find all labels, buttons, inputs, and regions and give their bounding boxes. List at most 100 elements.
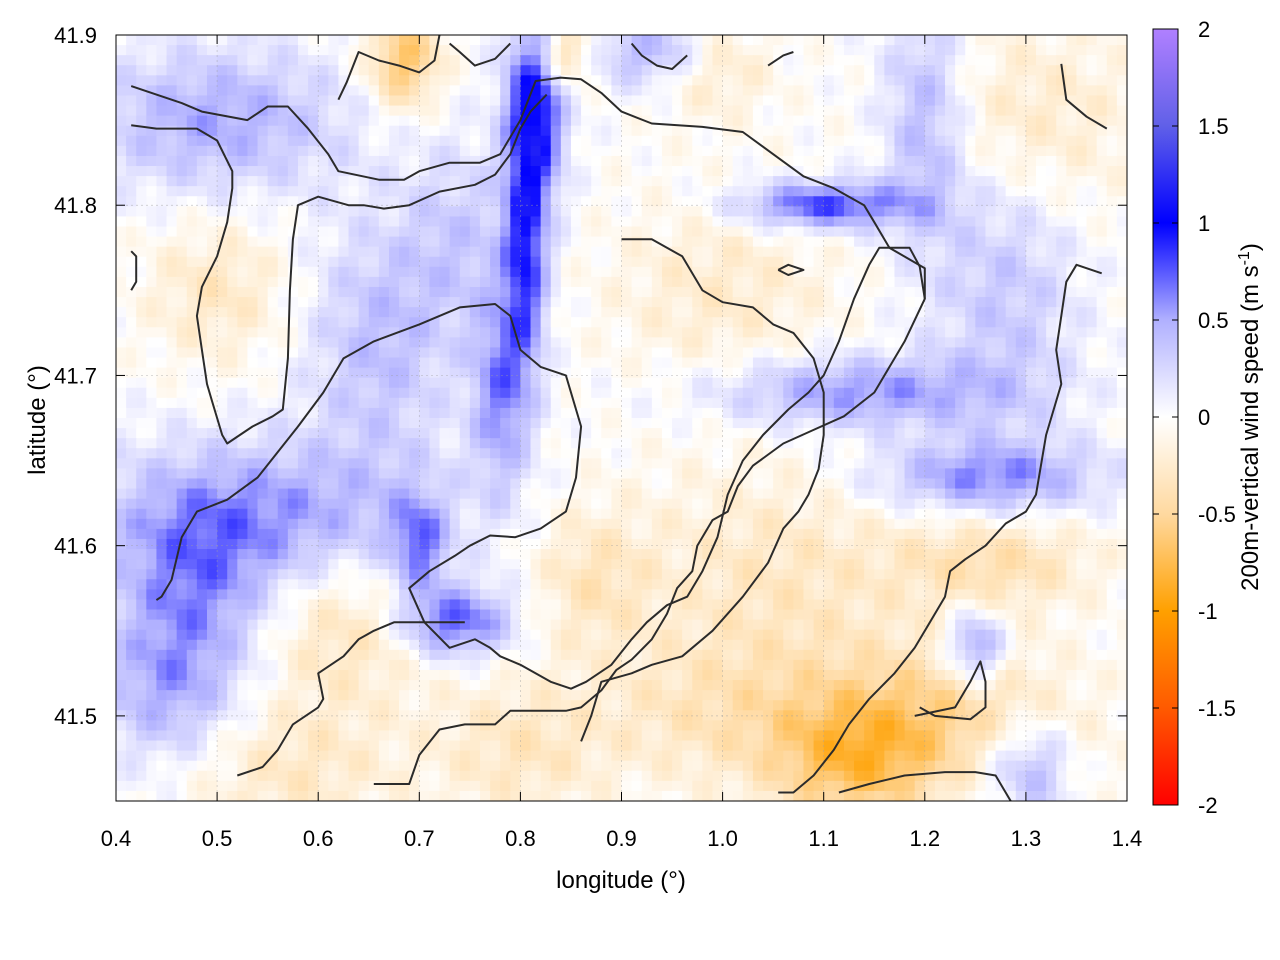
heatmap-cell — [419, 468, 431, 480]
heatmap-cell — [742, 266, 754, 278]
heatmap-cell — [1076, 367, 1088, 379]
heatmap-cell — [318, 95, 329, 107]
heatmap-cell — [1005, 297, 1017, 308]
heatmap-cell — [651, 216, 663, 228]
heatmap-cell — [1015, 256, 1027, 268]
heatmap-cell — [388, 327, 400, 338]
heatmap-cell — [945, 196, 956, 207]
heatmap-cell — [500, 498, 511, 510]
heatmap-cell — [500, 407, 511, 419]
heatmap-cell — [995, 347, 1007, 359]
heatmap-cell — [975, 508, 987, 520]
heatmap-cell — [136, 387, 147, 399]
heatmap-cell — [116, 55, 127, 66]
heatmap-cell — [732, 377, 744, 389]
heatmap-cell — [995, 488, 1007, 500]
heatmap-cell — [328, 407, 340, 419]
heatmap-cell — [227, 35, 238, 46]
heatmap-cell — [399, 246, 410, 258]
heatmap-cell — [560, 387, 572, 399]
heatmap-cell — [530, 216, 542, 228]
heatmap-cell — [1025, 75, 1037, 86]
heatmap-cell — [1036, 105, 1047, 117]
heatmap-cell — [1056, 226, 1067, 238]
heatmap-cell — [965, 256, 976, 268]
heatmap-cell — [914, 297, 926, 308]
heatmap-cell — [783, 286, 794, 298]
heatmap-cell — [459, 125, 471, 137]
heatmap-cell — [166, 286, 178, 298]
heatmap-cell — [854, 186, 865, 197]
heatmap-cell — [490, 407, 501, 419]
heatmap-cell — [116, 135, 127, 147]
heatmap-cell — [1086, 145, 1098, 157]
heatmap-cell — [176, 105, 188, 117]
heatmap-cell — [469, 286, 481, 298]
heatmap-cell — [378, 498, 390, 510]
heatmap-cell — [338, 458, 350, 469]
heatmap-cell — [419, 85, 431, 97]
heatmap-cell — [267, 418, 279, 429]
heatmap-cell — [601, 276, 612, 288]
heatmap-cell — [388, 528, 400, 540]
heatmap-cell — [661, 246, 673, 258]
heatmap-cell — [570, 498, 582, 510]
heatmap-cell — [308, 307, 319, 318]
heatmap-cell — [247, 166, 259, 177]
heatmap-cell — [975, 226, 987, 238]
heatmap-cell — [449, 327, 461, 338]
heatmap-cell — [1015, 75, 1027, 86]
heatmap-cell — [813, 226, 825, 238]
heatmap-cell — [348, 75, 360, 86]
heatmap-cell — [388, 407, 400, 419]
heatmap-cell — [601, 176, 612, 187]
heatmap-cell — [1025, 458, 1037, 469]
heatmap-cell — [752, 297, 764, 308]
heatmap-cell — [166, 518, 178, 530]
heatmap-cell — [672, 387, 683, 399]
heatmap-cell — [196, 55, 208, 66]
heatmap-cell — [166, 528, 178, 540]
heatmap-cell — [985, 468, 997, 480]
heatmap-cell — [1076, 337, 1088, 349]
heatmap-cell — [904, 236, 916, 248]
heatmap-cell — [661, 468, 673, 480]
heatmap-cell — [267, 256, 279, 268]
heatmap-cell — [338, 397, 350, 409]
heatmap-cell — [1066, 75, 1078, 86]
heatmap-cell — [318, 357, 329, 369]
heatmap-cell — [560, 458, 572, 469]
heatmap-cell — [166, 55, 178, 66]
heatmap-cell — [469, 407, 481, 419]
heatmap-cell — [520, 428, 532, 439]
heatmap-cell — [803, 438, 815, 449]
heatmap-cell — [196, 448, 208, 459]
heatmap-cell — [146, 115, 158, 127]
heatmap-cell — [843, 145, 855, 157]
heatmap-cell — [277, 176, 289, 187]
heatmap-cell — [1005, 105, 1017, 117]
heatmap-cell — [1116, 297, 1127, 308]
heatmap-cell — [449, 528, 461, 540]
heatmap-cell — [206, 135, 218, 147]
heatmap-cell — [449, 478, 461, 490]
heatmap-cell — [287, 397, 299, 409]
heatmap-cell — [631, 55, 643, 66]
heatmap-cell — [500, 206, 511, 218]
heatmap-cell — [945, 508, 956, 520]
heatmap-cell — [368, 367, 380, 379]
heatmap-cell — [176, 246, 188, 258]
heatmap-cell — [955, 95, 966, 107]
heatmap-cell — [318, 206, 329, 218]
heatmap-cell — [206, 45, 218, 56]
heatmap-cell — [1036, 155, 1047, 167]
heatmap-cell — [975, 347, 987, 359]
heatmap-cell — [712, 115, 724, 127]
heatmap-cell — [631, 478, 643, 490]
heatmap-cell — [1025, 196, 1037, 207]
heatmap-cell — [631, 407, 643, 419]
heatmap-cell — [904, 226, 916, 238]
heatmap-cell — [247, 105, 259, 117]
heatmap-cell — [308, 367, 319, 379]
heatmap-cell — [945, 125, 956, 137]
